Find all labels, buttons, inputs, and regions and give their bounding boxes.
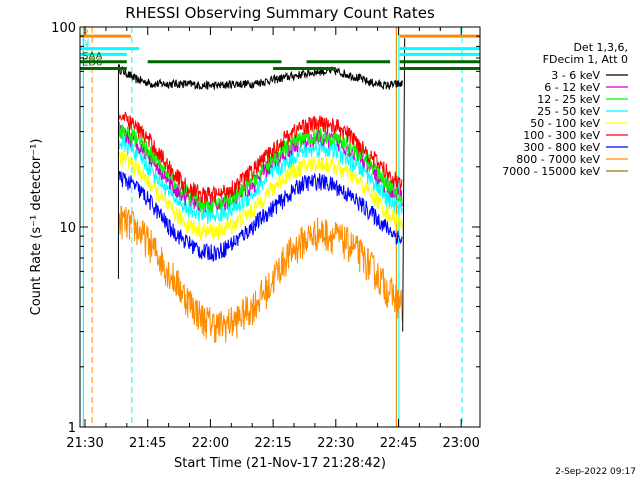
- series-line-4: [118, 149, 403, 242]
- x-tick-label: 21:30: [66, 436, 103, 451]
- x-tick-label: 21:45: [129, 436, 166, 451]
- x-tick-label: 22:15: [254, 436, 291, 451]
- series-line-3: [118, 135, 403, 225]
- x-axis-label: Start Time (21-Nov-17 21:28:42): [174, 456, 386, 471]
- legend-label: 6 - 12 keV: [544, 81, 600, 94]
- legend-label: 800 - 7000 keV: [516, 153, 600, 166]
- timestamp: 2-Sep-2022 09:17: [555, 467, 636, 477]
- legend-label: 12 - 25 keV: [537, 93, 600, 106]
- fall-edge: [402, 38, 406, 332]
- x-tick-label: 23:00: [442, 436, 479, 451]
- legend-header-detectors: Det 1,3,6,: [573, 41, 628, 54]
- legend-label: 3 - 6 keV: [551, 69, 600, 82]
- y-axis-label: Count Rate (s⁻¹ detector⁻¹): [29, 139, 44, 316]
- axes: 1 10 100 21:30 21:45 22:00 22:15 22:30 22:45 23:0…: [51, 21, 480, 451]
- series-line-7: [118, 205, 403, 344]
- x-tick-label: 22:00: [192, 436, 229, 451]
- series-line-0: [118, 63, 403, 91]
- series-line-5: [118, 110, 403, 204]
- legend-label: 300 - 800 keV: [523, 141, 600, 154]
- series-line-2: [118, 121, 403, 214]
- status-flag-label: N: [82, 38, 89, 49]
- y-tick-label: 1: [68, 421, 76, 436]
- x-tick-label: 22:30: [317, 436, 354, 451]
- series-line-6: [118, 171, 403, 263]
- status-flag-label: R: [82, 43, 89, 54]
- status-flag-label: SAA: [82, 51, 103, 62]
- chart-title: RHESSI Observing Summary Count Rates: [125, 4, 435, 22]
- legend-label: 7000 - 15000 keV: [502, 165, 600, 178]
- legend-label: 100 - 300 keV: [523, 129, 600, 142]
- y-tick-label: 10: [59, 221, 76, 236]
- legend-label: 50 - 100 keV: [530, 117, 600, 130]
- plot-area: SNRSAAED6: [80, 25, 480, 427]
- status-flag-label: ED6: [82, 58, 102, 69]
- legend-header-decimation: FDecim 1, Att 0: [543, 53, 628, 66]
- x-tick-label: 22:45: [380, 436, 417, 451]
- y-tick-label: 100: [51, 21, 76, 36]
- legend-label: 25 - 50 keV: [537, 105, 600, 118]
